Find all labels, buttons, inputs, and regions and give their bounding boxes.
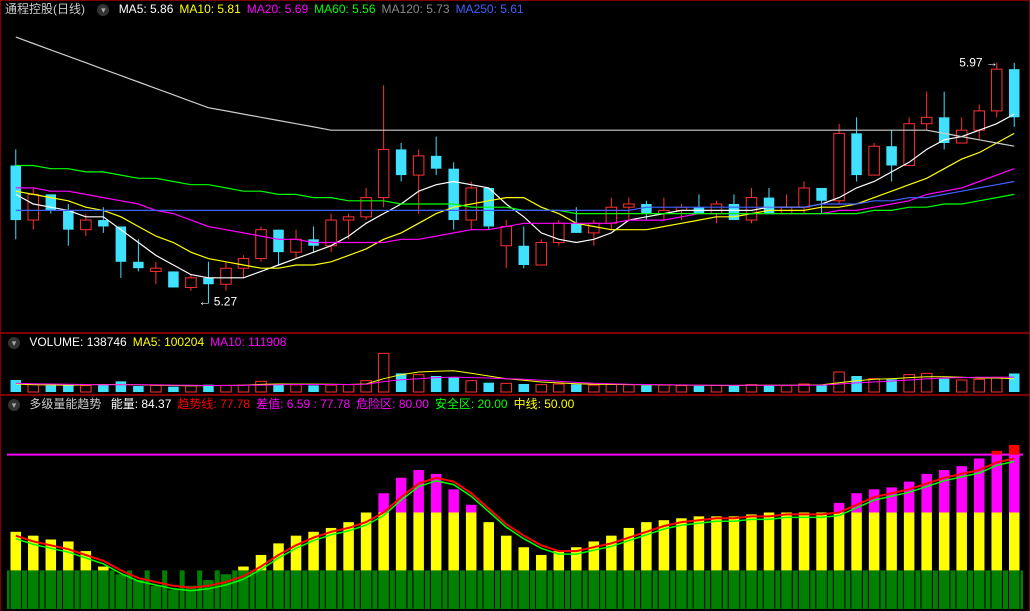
chevron-down-icon[interactable]: ▾ [8, 399, 20, 411]
indicator-panel[interactable]: ▾ 多级量能趋势 能量: 84.37趋势线: 77.78差值: 6.59 : 7… [0, 395, 1030, 611]
stock-title: 通程控股(日线) [5, 2, 85, 16]
chevron-down-icon[interactable]: ▾ [8, 337, 20, 349]
price-panel[interactable]: 通程控股(日线) ▾ MA5: 5.86MA10: 5.81MA20: 5.69… [0, 0, 1030, 333]
ma-legend: MA5: 5.86MA10: 5.81MA20: 5.69MA60: 5.56M… [119, 2, 530, 16]
chevron-down-icon[interactable]: ▾ [97, 4, 109, 16]
price-header: 通程控股(日线) ▾ MA5: 5.86MA10: 5.81MA20: 5.69… [5, 1, 1025, 17]
indicator-header: ▾ 多级量能趋势 能量: 84.37趋势线: 77.78差值: 6.59 : 7… [5, 396, 1025, 412]
svg-text:5.97 →: 5.97 → [959, 56, 998, 70]
volume-legend: VOLUME: 138746MA5: 100204MA10: 111908 [29, 335, 292, 349]
indicator-chart[interactable] [1, 396, 1030, 611]
volume-panel[interactable]: ▾ VOLUME: 138746MA5: 100204MA10: 111908 [0, 333, 1030, 395]
volume-header: ▾ VOLUME: 138746MA5: 100204MA10: 111908 [5, 334, 1025, 350]
chart-root: 通程控股(日线) ▾ MA5: 5.86MA10: 5.81MA20: 5.69… [0, 0, 1030, 611]
indicator-legend: 能量: 84.37趋势线: 77.78差值: 6.59 : 77.78危险区: … [111, 397, 581, 411]
indicator-title: 多级量能趋势 [29, 397, 101, 411]
svg-text:← 5.27: ← 5.27 [198, 294, 237, 308]
price-chart[interactable]: 5.97 → ← 5.27 [1, 1, 1030, 332]
